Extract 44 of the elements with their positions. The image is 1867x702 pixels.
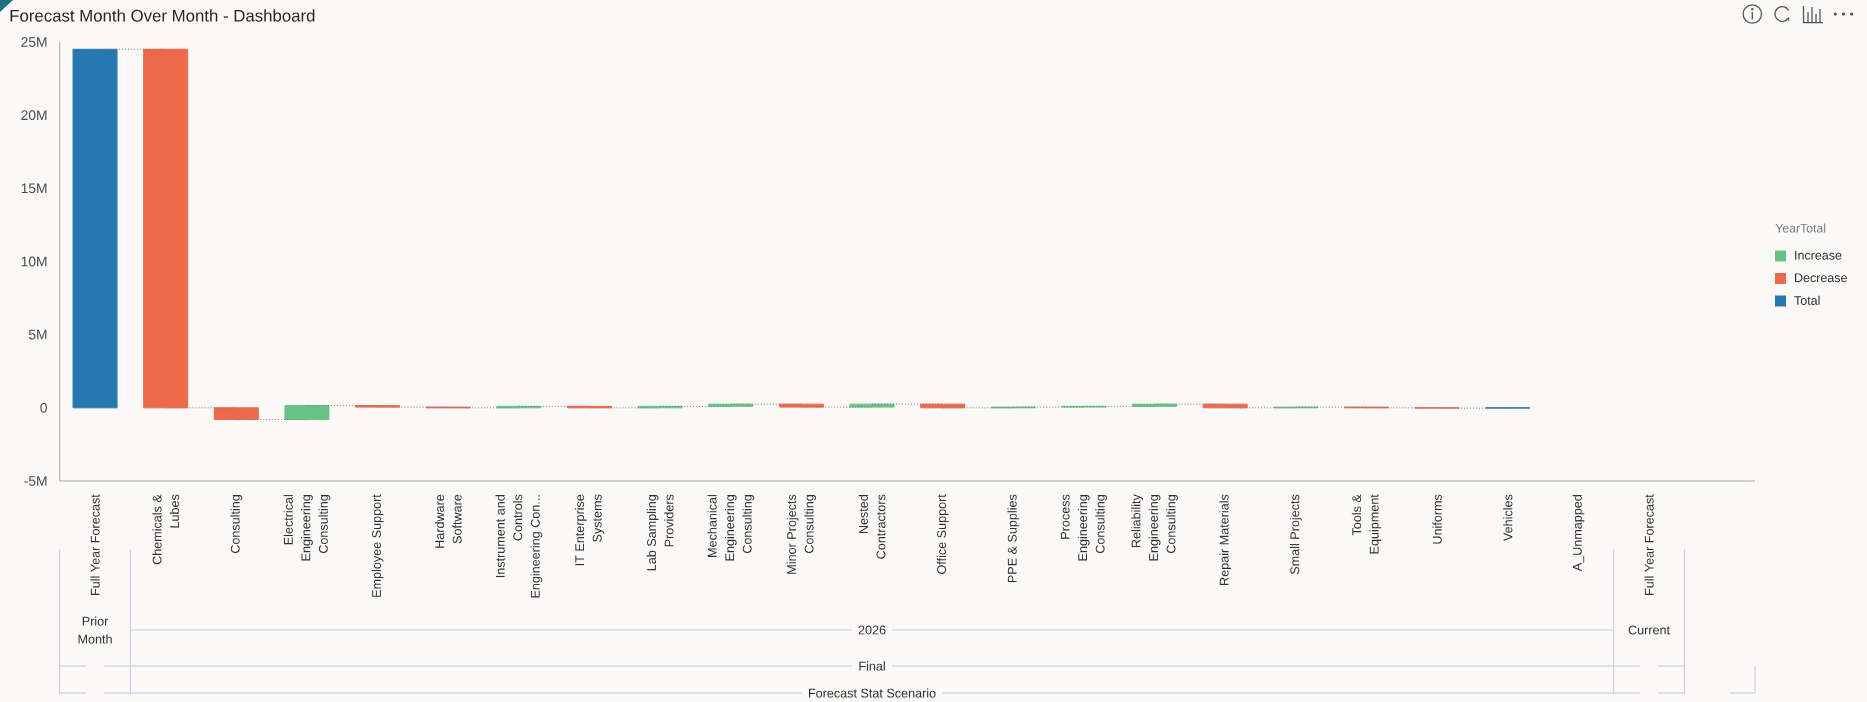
x-tick-label: Tools & Equipment (1351, 494, 1382, 554)
bar (213, 407, 259, 421)
bar (72, 48, 118, 409)
x-tick-label: Repair Materials (1219, 494, 1232, 585)
x-tick-label: Chemicals & Lubes (152, 494, 180, 565)
y-tick-label: 0 (40, 402, 47, 413)
y-tick-label: 10M (21, 256, 47, 267)
x-tick-label: Hardware Software (434, 494, 462, 548)
chart-title: Forecast Month Over Month - Dashboard (10, 9, 315, 22)
x-tick-label: Process Engineering Consulting (1060, 494, 1108, 561)
bar (284, 405, 330, 421)
text: Current (1628, 625, 1670, 635)
x-tick-label: A_Unmapped (1572, 495, 1585, 572)
y-tick-label: 25M (21, 37, 47, 47)
legend-label: Increase (1795, 250, 1842, 260)
x-tick-label: Employee Support (371, 494, 384, 597)
text: Final (859, 661, 885, 671)
bar (143, 48, 189, 409)
x-tick-label: IT Enterprise Systems (574, 494, 605, 566)
y-tick-label: 20M (21, 110, 47, 121)
x-tick-label: Uniforms (1432, 494, 1442, 544)
legend-label: Total (1794, 295, 1820, 305)
legend-title: YearTotal (1775, 223, 1826, 233)
text: 2026 (858, 625, 886, 635)
y-tick-label: 15M (21, 183, 47, 194)
y-tick-label: -5M (24, 476, 47, 486)
x-tick-label: Vehicles (1503, 494, 1513, 542)
x-tick-label: Reliability Engineering Consulting (1131, 494, 1178, 561)
x-tick-label: Mechanical Engineering Consulting (707, 495, 755, 561)
text: Forecast Stat Scenario (808, 688, 936, 698)
x-tick-label: Small Projects (1290, 494, 1302, 575)
legend-label: Decrease (1795, 273, 1847, 283)
x-tick-label: Full Year Forecast (1644, 494, 1654, 595)
x-tick-label: Consulting (230, 495, 243, 554)
x-tick-label: PPE & Supplies (1007, 494, 1020, 583)
x-tick-label: Instrument and Controls Engineering Con... (495, 494, 543, 598)
x-tick-label: Nested Contractors (858, 494, 886, 559)
x-tick-label: Lab Sampling Providers (646, 494, 674, 571)
text: Prior Month (78, 616, 112, 644)
x-tick-label: Office Support (936, 494, 949, 574)
x-tick-label: Electrical Engineering Consulting (283, 495, 331, 561)
x-tick-label: Full Year Forecast (90, 494, 100, 595)
y-tick-label: 5M (28, 329, 47, 340)
x-tick-label: Minor Projects Consulting (786, 494, 817, 574)
